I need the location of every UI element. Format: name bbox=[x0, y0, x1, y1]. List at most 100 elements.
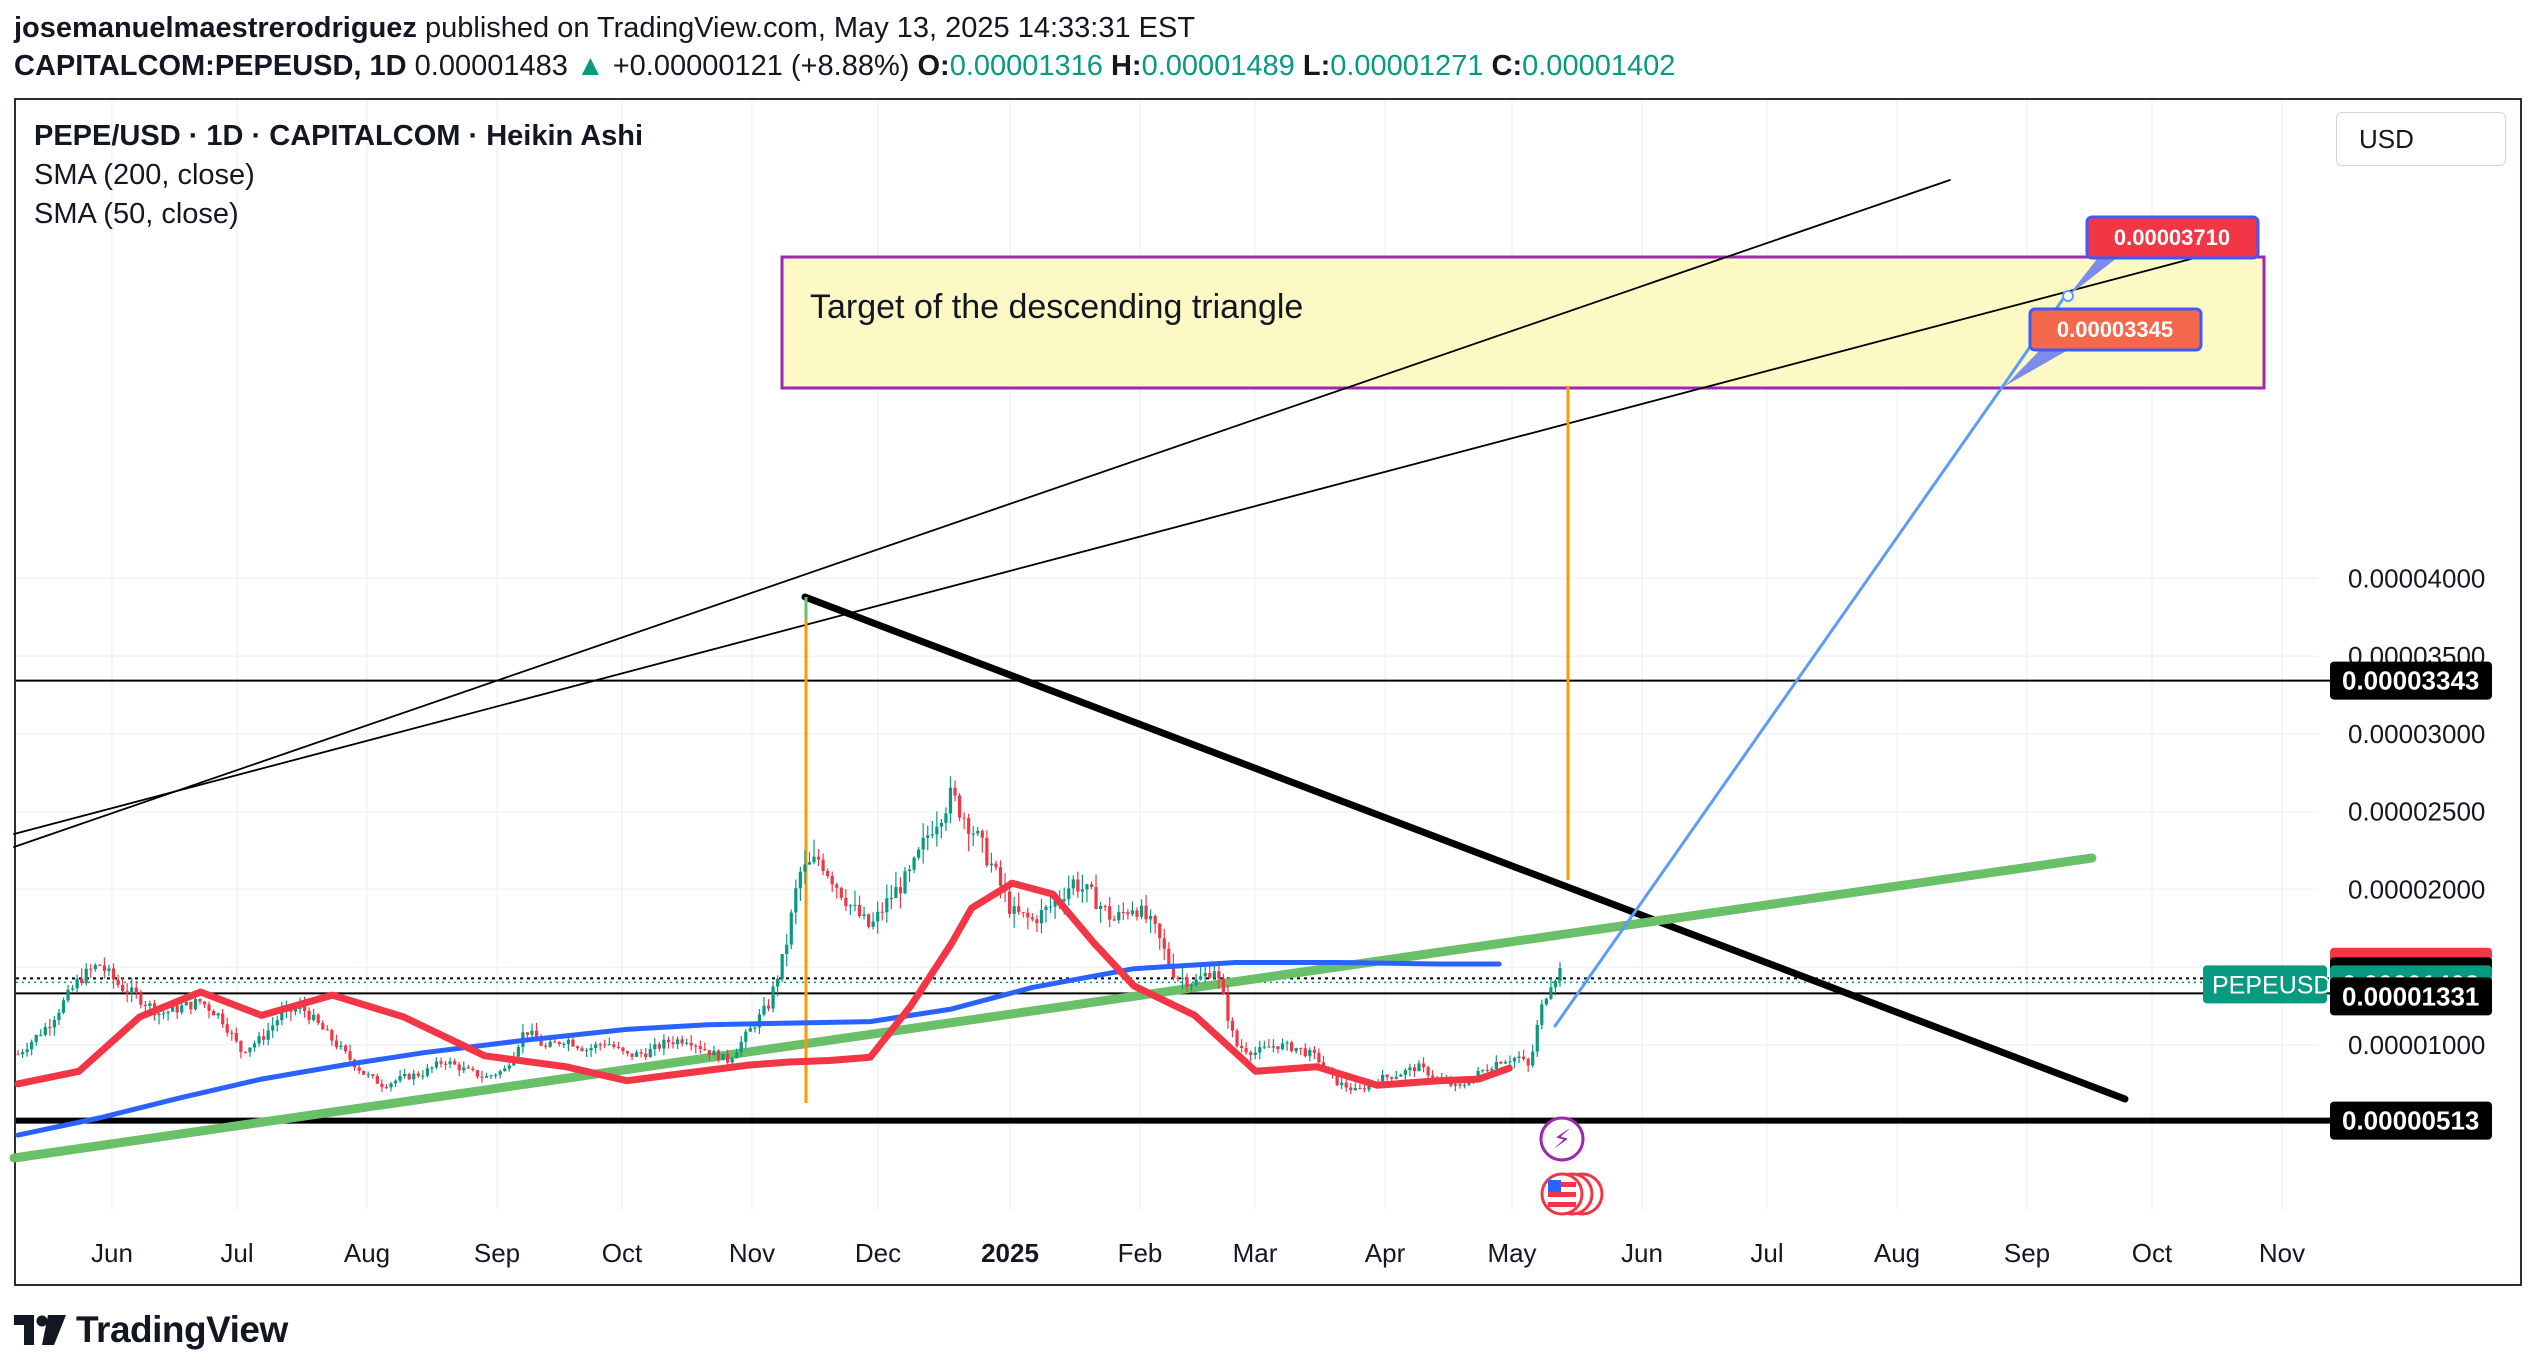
candle-body bbox=[1276, 1046, 1280, 1050]
price-label-bg bbox=[2330, 977, 2492, 1016]
candle-body bbox=[1531, 1051, 1535, 1066]
candle-body bbox=[1417, 1063, 1421, 1072]
candle-body bbox=[25, 1049, 29, 1053]
chart-title[interactable]: PEPE/USD · 1D · CAPITALCOM · Heikin Ashi bbox=[34, 120, 644, 152]
candle-body bbox=[1462, 1084, 1467, 1086]
candle-body bbox=[434, 1061, 439, 1068]
candle-body bbox=[621, 1047, 625, 1052]
chart-frame[interactable] bbox=[14, 98, 2522, 1286]
candle-body bbox=[39, 1034, 43, 1036]
candle-body bbox=[330, 1030, 334, 1041]
candle-body bbox=[348, 1051, 352, 1060]
candle-body bbox=[316, 1014, 320, 1024]
candle-body bbox=[189, 1001, 193, 1010]
candle-body bbox=[721, 1053, 725, 1061]
candle-body bbox=[503, 1068, 507, 1072]
candle-body bbox=[48, 1027, 52, 1029]
candle-body bbox=[1189, 984, 1194, 987]
candle-body bbox=[839, 887, 843, 898]
candle-body bbox=[926, 835, 930, 838]
candle-body bbox=[1317, 1052, 1321, 1063]
candle-body bbox=[280, 1010, 284, 1021]
candle-body bbox=[530, 1030, 534, 1035]
candle-body bbox=[398, 1076, 402, 1081]
candle-body bbox=[812, 856, 816, 863]
candle-body bbox=[525, 1032, 530, 1035]
candle-body bbox=[202, 1001, 207, 1005]
tradingview-logo[interactable]: TradingView bbox=[14, 1306, 288, 1354]
trendline-upper-1 bbox=[13, 179, 1951, 848]
candle-body bbox=[1130, 910, 1135, 915]
candle-body bbox=[853, 904, 857, 906]
candle-body bbox=[171, 1005, 175, 1012]
candle-body bbox=[1458, 1084, 1462, 1086]
candle-body bbox=[1094, 887, 1098, 910]
candle-body bbox=[84, 968, 88, 984]
candle-body bbox=[102, 965, 107, 971]
candle-body bbox=[1080, 889, 1084, 892]
candle-body bbox=[935, 826, 939, 835]
candle-body bbox=[1535, 1024, 1539, 1052]
candle-body bbox=[998, 867, 1003, 886]
y-tick-label: 0.00002500 bbox=[2348, 797, 2485, 827]
flag-stripe bbox=[1548, 1182, 1576, 1187]
candle-body bbox=[625, 1051, 630, 1054]
candle-body bbox=[507, 1065, 511, 1069]
candle-body bbox=[230, 1032, 234, 1034]
candle-body bbox=[1244, 1047, 1248, 1053]
candle-body bbox=[98, 964, 102, 966]
candle-body bbox=[857, 904, 862, 917]
candle-body bbox=[1012, 906, 1016, 914]
candle-body bbox=[193, 999, 197, 1010]
candle-body bbox=[821, 859, 825, 872]
candle-body bbox=[635, 1052, 639, 1057]
price-label: 0.00001331 bbox=[2342, 981, 2479, 1011]
candle-body bbox=[1176, 977, 1180, 979]
candle-body bbox=[1399, 1074, 1403, 1077]
x-tick-label: May bbox=[1487, 1238, 1536, 1268]
candle-body bbox=[1499, 1061, 1503, 1064]
candle-body bbox=[1030, 917, 1034, 920]
candle-body bbox=[121, 984, 125, 992]
candle-body bbox=[148, 1003, 152, 1006]
candle-body bbox=[939, 822, 943, 827]
candle-body bbox=[1217, 971, 1221, 979]
candle-body bbox=[1280, 1043, 1285, 1050]
candle-body bbox=[453, 1061, 457, 1065]
candle-body bbox=[1253, 1052, 1257, 1056]
candle-body bbox=[566, 1039, 570, 1044]
candle-body bbox=[748, 1028, 752, 1032]
candle-body bbox=[93, 964, 97, 970]
candle-body bbox=[644, 1053, 648, 1058]
candle-body bbox=[425, 1068, 429, 1076]
candle-body bbox=[976, 830, 980, 834]
candle-body bbox=[1108, 906, 1112, 920]
candle-body bbox=[1408, 1067, 1412, 1071]
candle-body bbox=[562, 1043, 566, 1045]
candle-body bbox=[257, 1036, 261, 1044]
candle-body bbox=[639, 1052, 643, 1054]
candle-body bbox=[1208, 972, 1212, 978]
candle-body bbox=[1149, 916, 1153, 920]
candle-body bbox=[1226, 994, 1230, 1021]
candle-body bbox=[607, 1044, 611, 1046]
sma-line bbox=[15, 960, 1502, 1138]
trendlines bbox=[9, 179, 2241, 1163]
x-tick-label: Feb bbox=[1118, 1238, 1163, 1268]
candle-body bbox=[1544, 998, 1548, 1005]
author-name[interactable]: josemanuelmaestrerodriguez bbox=[14, 12, 417, 44]
currency-button[interactable]: USD bbox=[2336, 112, 2506, 166]
y-tick-label: 0.00001000 bbox=[2348, 1030, 2485, 1060]
candle-body bbox=[1221, 978, 1225, 995]
candle-body bbox=[816, 856, 821, 860]
candle-body bbox=[252, 1043, 257, 1048]
price-label: 0.00003343 bbox=[2342, 666, 2479, 696]
sma200-legend[interactable]: SMA (200, close) bbox=[34, 159, 255, 191]
candle-body bbox=[1067, 888, 1071, 900]
candle-body bbox=[753, 1027, 757, 1029]
candle-body bbox=[266, 1030, 270, 1040]
candle-body bbox=[1053, 901, 1057, 907]
x-tick-label: 2025 bbox=[981, 1238, 1039, 1268]
sma50-legend[interactable]: SMA (50, close) bbox=[34, 198, 239, 230]
